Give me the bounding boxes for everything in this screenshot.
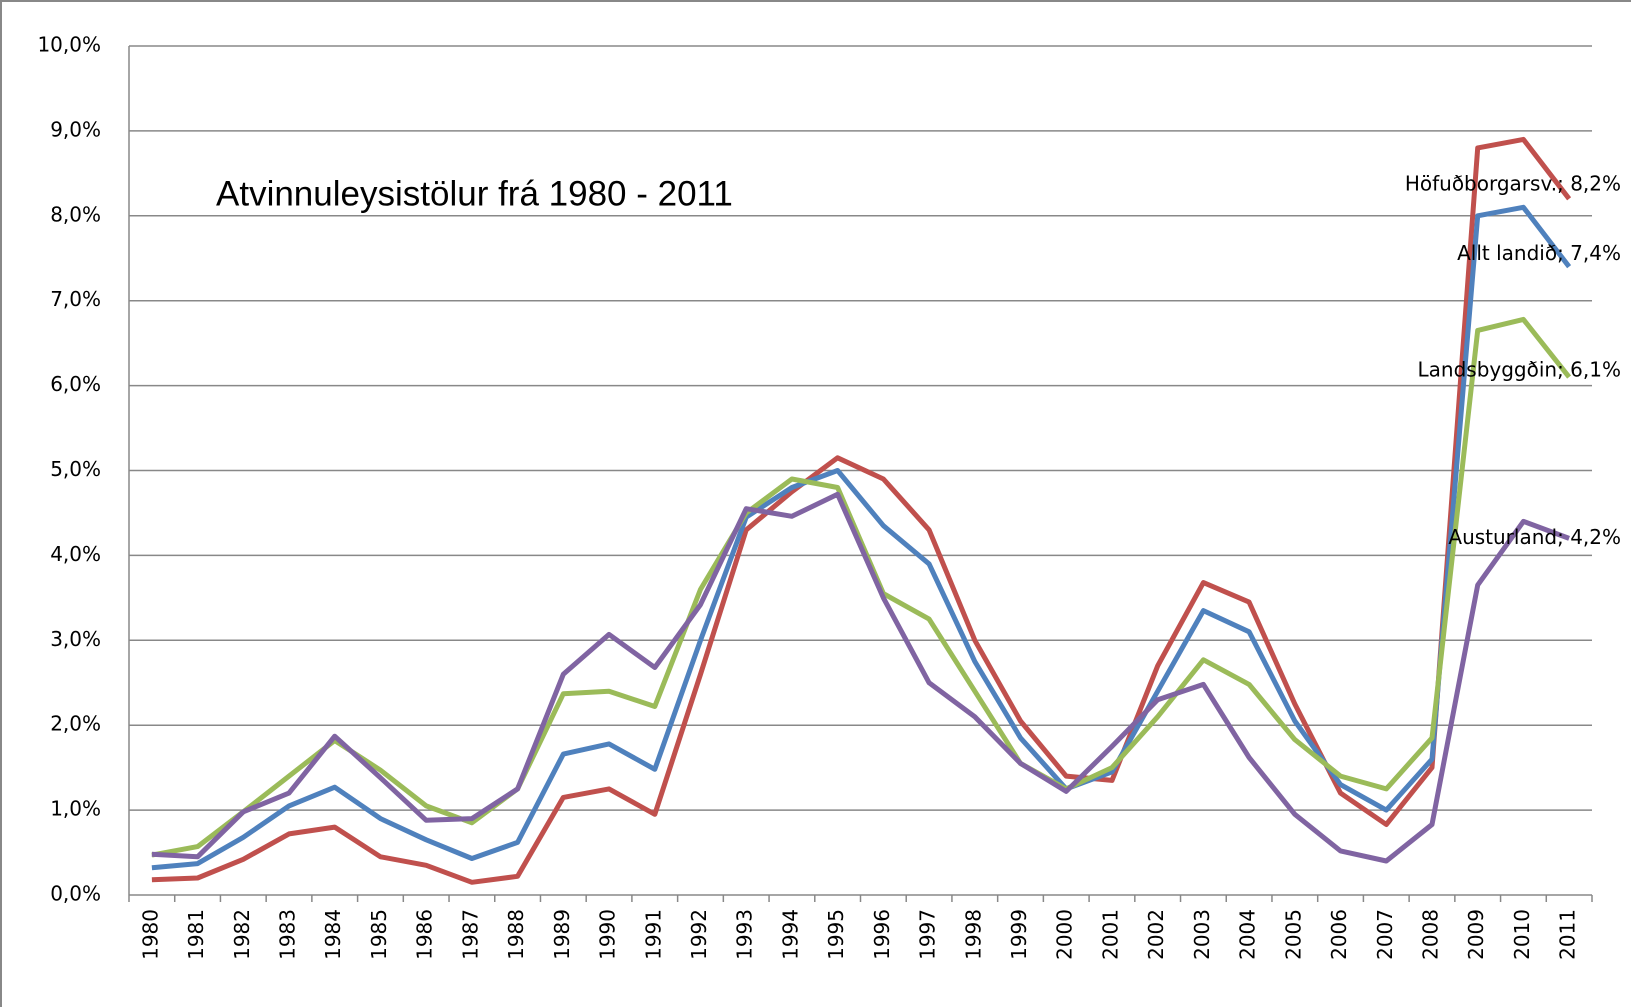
y-tick-label: 8,0% (50, 202, 101, 226)
y-tick-label: 4,0% (50, 542, 101, 566)
x-tick-label: 1996 (870, 909, 894, 960)
y-tick-label: 0,0% (50, 882, 101, 906)
x-tick-label: 1995 (824, 909, 848, 960)
x-tick-label: 2011 (1556, 909, 1580, 960)
x-tick-label: 2001 (1098, 909, 1122, 960)
x-tick-label: 1997 (916, 909, 940, 960)
data-label: Höfuðborgarsv.; 8,2% (1405, 171, 1621, 195)
data-label: Allt landið; 7,4% (1457, 241, 1621, 265)
series-line (151, 204, 1572, 871)
x-tick-label: 1993 (733, 909, 757, 960)
x-tick-label: 2005 (1281, 909, 1305, 960)
y-tick-label: 7,0% (50, 287, 101, 311)
x-tick-label: 2008 (1418, 909, 1442, 960)
y-tick-label: 6,0% (50, 372, 101, 396)
x-tick-label: 1984 (321, 909, 345, 960)
chart-title: Atvinnuleysistölur frá 1980 - 2011 (216, 174, 733, 213)
x-tick-label: 1988 (504, 909, 528, 960)
x-tick-label: 2003 (1190, 909, 1214, 960)
x-tick-label: 1994 (778, 909, 802, 960)
x-tick-label: 2002 (1144, 909, 1168, 960)
y-tick-label: 3,0% (50, 627, 101, 651)
x-tick-label: 1999 (1007, 909, 1031, 960)
x-tick-label: 1991 (641, 909, 665, 960)
x-tick-label: 1986 (413, 909, 437, 960)
y-tick-label: 1,0% (50, 797, 101, 821)
y-tick-label: 9,0% (50, 117, 101, 141)
x-tick-label: 1983 (276, 909, 300, 960)
x-tick-label: 2004 (1236, 909, 1260, 960)
x-tick-label: 2000 (1053, 909, 1077, 960)
data-label: Landsbyggðin; 6,1% (1418, 358, 1622, 382)
y-tick-label: 2,0% (50, 712, 101, 736)
y-tick-label: 5,0% (50, 457, 101, 481)
x-tick-label: 1989 (550, 909, 574, 960)
series-line (151, 316, 1572, 858)
x-tick-label: 1990 (596, 909, 620, 960)
x-tick-label: 2010 (1510, 909, 1534, 960)
data-label: Austurland; 4,2% (1448, 525, 1621, 549)
series-line (151, 136, 1572, 885)
x-tick-label: 2006 (1327, 909, 1351, 960)
x-tick-label: 1980 (138, 909, 162, 960)
y-tick-label: 10,0% (37, 33, 101, 57)
x-tick-label: 1982 (230, 909, 254, 960)
series-line (151, 491, 1570, 864)
x-tick-label: 1981 (184, 909, 208, 960)
x-tick-label: 1987 (458, 909, 482, 960)
x-tick-label: 1992 (687, 909, 711, 960)
x-tick-label: 2007 (1373, 909, 1397, 960)
x-tick-label: 2009 (1464, 909, 1488, 960)
x-tick-label: 1998 (961, 909, 985, 960)
x-tick-label: 1985 (367, 909, 391, 960)
